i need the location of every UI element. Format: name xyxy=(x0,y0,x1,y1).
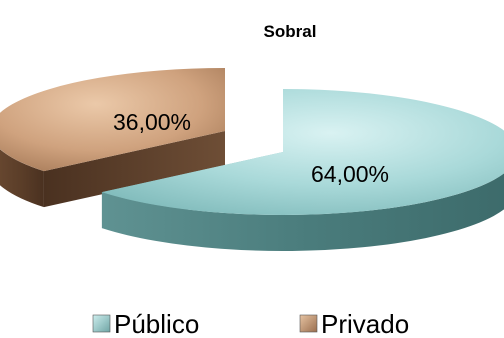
pie-slices: 64,00% 36,00% xyxy=(0,68,504,251)
slice-publico-top xyxy=(101,89,504,215)
legend-item-privado-swatch xyxy=(299,314,318,333)
legend-item-publico-swatch xyxy=(92,314,111,333)
slice-privado-top xyxy=(0,68,225,172)
slice-publico-side xyxy=(101,173,504,251)
legend: Público Privado xyxy=(92,309,409,338)
slice-privado-side xyxy=(0,149,44,208)
data-label-privado: 36,00% xyxy=(113,109,191,135)
slice-privado xyxy=(0,68,226,208)
data-label-publico: 64,00% xyxy=(311,161,389,187)
legend-item-publico: Público xyxy=(92,309,199,338)
slice-privado-wall xyxy=(43,131,226,208)
legend-item-privado: Privado xyxy=(299,309,409,338)
chart-title: Sobral xyxy=(264,22,317,41)
slice-publico xyxy=(101,89,504,251)
legend-item-privado-label: Privado xyxy=(321,309,409,338)
legend-item-publico-label: Público xyxy=(114,309,199,338)
